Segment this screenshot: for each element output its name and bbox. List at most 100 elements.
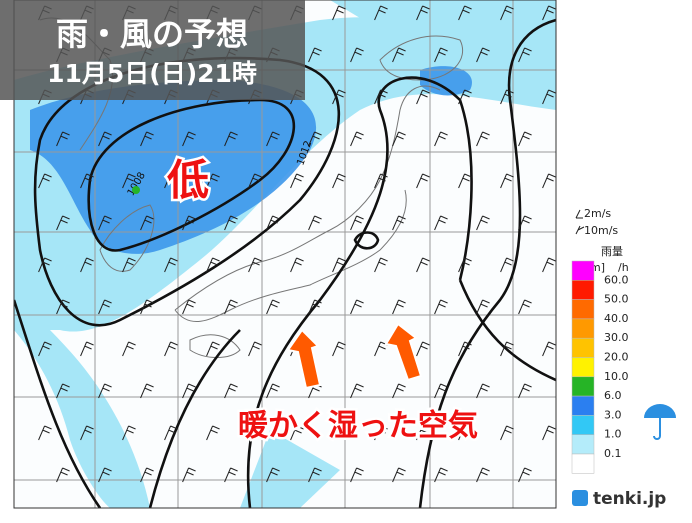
wind-barb xyxy=(542,341,556,357)
legend-swatch xyxy=(571,395,595,416)
legend-level: 20.0 xyxy=(604,351,629,364)
wind-barb xyxy=(332,173,346,189)
wind-barb xyxy=(140,299,154,315)
legend-level: 3.0 xyxy=(604,408,622,421)
legend-level: 1.0 xyxy=(604,428,622,441)
wind-barb xyxy=(308,299,322,315)
wind-barb xyxy=(434,47,448,63)
wind-barb xyxy=(56,383,70,399)
low-center xyxy=(132,186,140,194)
wind-barb xyxy=(458,257,472,273)
wind-barb xyxy=(98,467,112,483)
wind-barb xyxy=(308,215,322,231)
wind-barb xyxy=(392,215,406,231)
legend-level: 10.0 xyxy=(604,370,629,383)
wind-barb xyxy=(224,467,238,483)
wind-barb xyxy=(518,467,532,483)
wind-barb xyxy=(332,341,346,357)
wind-barb xyxy=(350,131,364,147)
wind-barb xyxy=(561,300,574,314)
legend-level: 6.0 xyxy=(604,389,622,402)
wind-barb xyxy=(122,425,136,441)
title: 雨・風の予想 xyxy=(56,15,248,53)
wind-barb xyxy=(350,215,364,231)
wind-barb xyxy=(38,341,52,357)
wind-barb xyxy=(122,173,136,189)
wind-barb xyxy=(98,215,112,231)
wind-barb xyxy=(308,47,322,63)
rain-moderate xyxy=(30,66,472,254)
wind-barb xyxy=(332,5,346,21)
wind-barb xyxy=(561,468,574,482)
wind-barb xyxy=(542,89,556,105)
logo-icon xyxy=(572,490,588,506)
wind-barb xyxy=(248,257,262,273)
map-frame xyxy=(13,0,557,509)
wind-barb xyxy=(374,425,388,441)
wind-barb xyxy=(140,215,154,231)
wind-barb xyxy=(500,5,514,21)
wind-barb xyxy=(182,131,196,147)
legend: 2m/s 10m/s 雨量 [mm] /h 60.050.040.030.020… xyxy=(571,207,629,474)
legend-swatch xyxy=(571,280,595,300)
wind-barb xyxy=(500,173,514,189)
wind-barb xyxy=(518,383,532,399)
wind-barb xyxy=(98,131,112,147)
wind-barb xyxy=(458,5,472,21)
legend-swatch xyxy=(571,318,595,339)
wind-barb xyxy=(206,257,220,273)
legend-swatch xyxy=(571,453,595,474)
wind-barb xyxy=(266,299,280,315)
wind-barb xyxy=(476,131,490,147)
wind-barb xyxy=(332,257,346,273)
wind-barb xyxy=(392,299,406,315)
wind-barb xyxy=(374,257,388,273)
barb-icon xyxy=(575,209,583,219)
wind-barb xyxy=(80,173,94,189)
wind-barb xyxy=(122,257,136,273)
barb-icon xyxy=(575,225,585,235)
wind-barb xyxy=(476,467,490,483)
wind-barb xyxy=(290,173,304,189)
wind-barb xyxy=(416,257,430,273)
wind-barb xyxy=(416,425,430,441)
wind-barb xyxy=(224,299,238,315)
wind-barb xyxy=(561,132,574,146)
wind-barb xyxy=(140,467,154,483)
wind-barb xyxy=(248,341,262,357)
legend-level: 0.1 xyxy=(604,447,622,460)
wind-barb xyxy=(542,173,556,189)
wind-barb xyxy=(182,299,196,315)
wind-barb xyxy=(80,341,94,357)
legend-swatch xyxy=(571,434,595,455)
legend-level: 50.0 xyxy=(604,293,629,306)
wind-barb xyxy=(80,257,94,273)
wind-barb xyxy=(290,425,304,441)
wind-barb xyxy=(434,131,448,147)
wind-barb xyxy=(182,383,196,399)
wind-barb xyxy=(518,215,532,231)
wind-barb xyxy=(206,425,220,441)
wind-barb xyxy=(416,5,430,21)
wind-barb xyxy=(248,173,262,189)
wind-barb xyxy=(350,383,364,399)
wind-barb xyxy=(392,131,406,147)
wind-barb xyxy=(140,131,154,147)
wind-barb xyxy=(542,257,556,273)
wind-barb xyxy=(98,383,112,399)
wind-barb xyxy=(500,341,514,357)
legend-level: 30.0 xyxy=(604,331,629,344)
brand: tenki.jp xyxy=(593,489,666,509)
wind-barb xyxy=(374,5,388,21)
wind-barb xyxy=(140,383,154,399)
wind-barb xyxy=(56,467,70,483)
legend-swatch xyxy=(571,299,595,320)
wind-barb xyxy=(224,131,238,147)
wind-barb xyxy=(56,215,70,231)
wind-barb xyxy=(80,425,94,441)
wind-barb xyxy=(392,383,406,399)
wind-barb xyxy=(476,215,490,231)
wind-barb xyxy=(434,467,448,483)
wind-barb xyxy=(182,467,196,483)
